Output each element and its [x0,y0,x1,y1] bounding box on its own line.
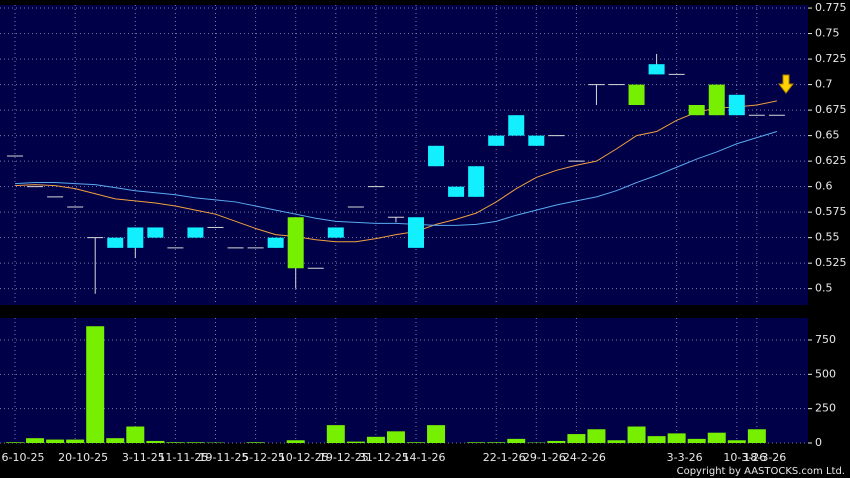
volume-bar [427,425,446,443]
candle-body [408,217,424,248]
volume-bar [46,439,65,443]
volume-bar [26,438,45,443]
candle-body [708,84,725,116]
x-tick-label: 22-1-26 [483,451,526,464]
y-tick-label: 0.575 [815,205,847,218]
volume-bar [126,426,145,443]
candle-body [648,64,665,75]
x-tick-label: 11-11-25 [158,451,208,464]
x-tick-label: 29-1-26 [523,451,566,464]
y-tick-label: 0.75 [815,27,840,40]
volume-bar [747,429,766,443]
candle-body [327,227,344,238]
volume-bar [587,429,606,443]
y-tick-label: 0.725 [815,52,847,65]
candle-body [448,186,465,197]
x-tick-label: 19-11-25 [199,451,249,464]
volume-bar [607,440,626,443]
candle-body [488,135,505,146]
x-tick-label: 20-10-25 [58,451,108,464]
candle-body [528,135,545,146]
volume-bar [567,434,586,443]
volume-bar [547,440,566,443]
volume-bar [86,326,105,443]
volume-bar [407,442,425,443]
y-tick-label: 0.625 [815,154,847,167]
y-tick-label: 0.5 [815,282,833,295]
volume-bar [286,440,305,443]
candle-body [147,227,164,238]
volume-bar [66,439,85,443]
candle-body [628,84,645,105]
y-tick-label: 0.525 [815,256,847,269]
x-tick-label: 31-12-25 [359,451,409,464]
x-tick-label: 19-12-25 [319,451,369,464]
candle-body [468,166,485,197]
volume-bar [667,433,686,443]
volume-bar [146,440,165,443]
volume-bar [707,432,726,443]
copyright: Copyright by AASTOCKS.com Ltd. [677,466,845,477]
x-tick-label: 24-2-26 [563,451,606,464]
y-tick-label: 250 [815,402,836,415]
candle-body [107,237,124,248]
volume-panel [0,318,808,443]
y-tick-label: 750 [815,333,836,346]
volume-bar [186,442,205,443]
x-tick-label: 18-3-26 [743,451,786,464]
candle-body [127,227,144,248]
y-tick-label: 0.65 [815,129,840,142]
y-tick-label: 0.7 [815,78,833,91]
x-tick-label: 10-3-26 [723,451,766,464]
candle-body [287,217,304,269]
volume-bar [346,441,365,443]
y-tick-label: 0.55 [815,231,840,244]
volume-bar [166,442,185,443]
volume-bar [647,436,666,443]
volume-bar [467,442,486,443]
volume-bar [6,442,24,443]
volume-bar [106,438,125,443]
volume-bar [687,438,706,443]
volume-bar [487,442,506,443]
candle-body [728,94,745,116]
volume-bar [326,425,345,443]
candle-body [508,115,525,136]
x-tick-label: 3-11-25 [122,451,165,464]
candle-body [428,145,445,167]
x-tick-label: 10-12-25 [279,451,329,464]
volume-bar [727,440,746,443]
y-tick-label: 0.6 [815,180,833,193]
candle-body [187,227,204,238]
x-tick-label: 6-10-25 [2,451,45,464]
price-panel [0,5,808,305]
volume-bar [366,436,385,443]
volume-bar [386,431,405,443]
y-tick-label: 0.675 [815,103,847,116]
y-tick-label: 500 [815,367,836,380]
moving-average [14,100,777,243]
candle-body [267,237,284,248]
x-tick-label: 14-1-26 [403,451,446,464]
volume-bar [507,438,526,443]
y-tick-label: 0.775 [815,1,847,14]
volume-bar [627,426,646,443]
latest-marker [777,74,795,94]
x-tick-label: 3-3-26 [667,451,703,464]
x-tick-label: 5-12-25 [242,451,285,464]
volume-bar [246,442,265,443]
moving-average [14,131,778,226]
y-tick-label: 0 [815,436,822,449]
candle-body [688,105,705,116]
